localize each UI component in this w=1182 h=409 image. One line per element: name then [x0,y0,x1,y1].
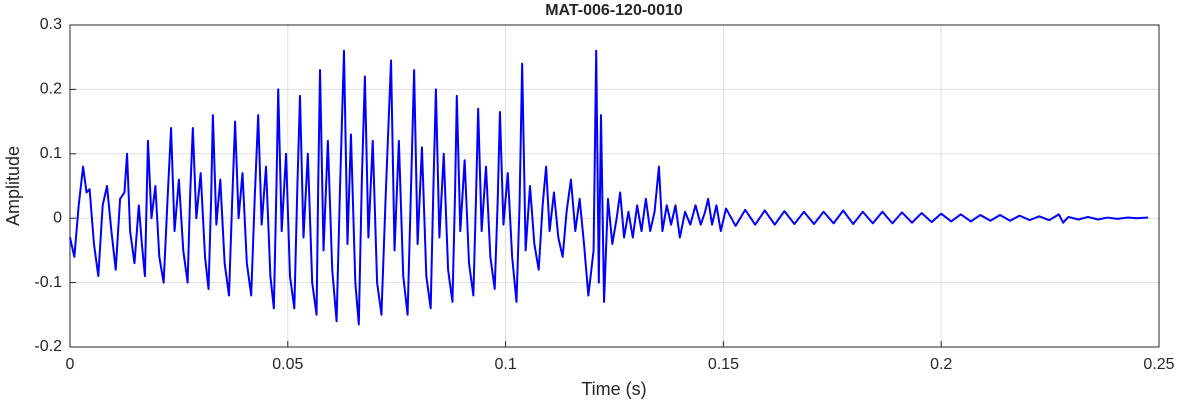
y-tick-label: 0.3 [40,16,62,33]
x-tick-label: 0.2 [930,356,952,373]
waveform-line [69,49,1149,326]
chart-title: MAT-006-120-0010 [545,2,683,19]
y-axis-label: Amplitude [3,146,23,226]
y-tick-label: 0.1 [40,145,62,162]
y-tick-label: -0.2 [34,338,62,355]
x-tick-label: 0 [66,356,75,373]
x-tick-label: 0.25 [1143,356,1174,373]
y-tick-label: -0.1 [34,274,62,291]
x-axis-label: Time (s) [581,379,646,399]
x-tick-label: 0.15 [708,356,739,373]
y-tick-label: 0 [53,209,62,226]
plot-frame [69,24,1160,348]
x-tick-label: 0.05 [272,356,303,373]
y-tick-label: 0.2 [40,81,62,98]
x-tick-label: 0.1 [494,356,516,373]
